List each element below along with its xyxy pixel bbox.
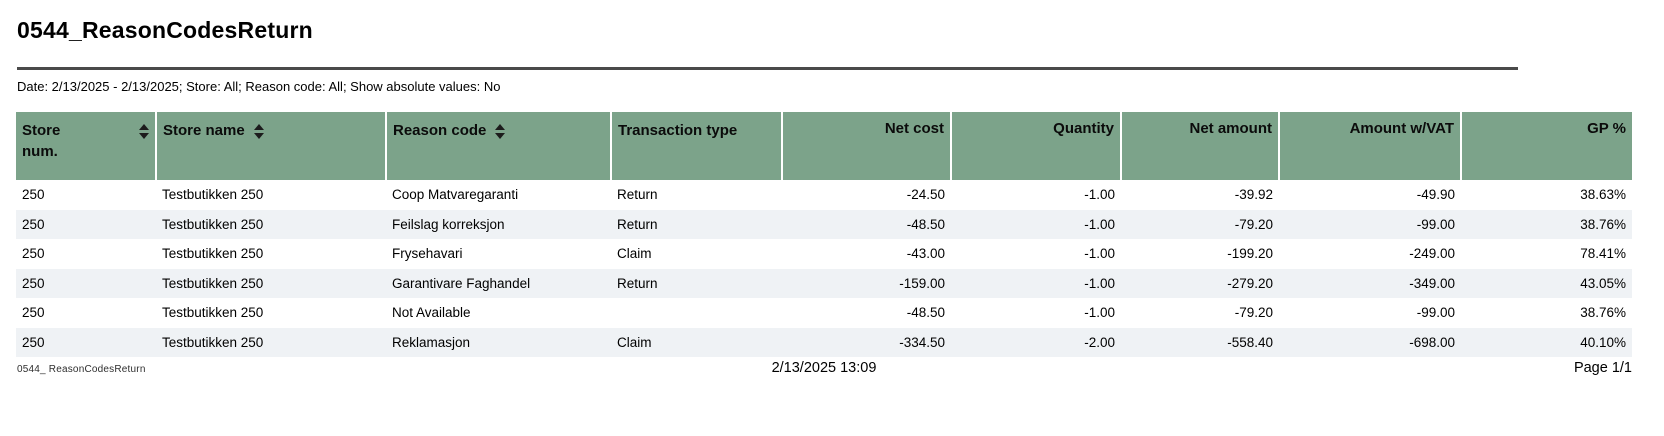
table-row: 250 Testbutikken 250 Frysehavari Claim -43.0… — [16, 239, 1632, 269]
column-label: Store name — [163, 122, 245, 139]
table-cell: -48.50 — [906, 216, 945, 232]
table-cell: 250 — [22, 246, 45, 261]
table-cell: -279.20 — [1227, 275, 1273, 291]
report-filters: Date: 2/13/2025 - 2/13/2025; Store: All;… — [17, 79, 501, 94]
table-cell: -199.20 — [1227, 246, 1273, 261]
table-cell: Not Available — [392, 305, 471, 320]
column-label: Net cost — [884, 120, 944, 137]
table-cell: Testbutikken 250 — [162, 187, 264, 202]
report-table: Store num. Store name Reason code — [16, 112, 1632, 357]
table-cell: -1.00 — [1084, 275, 1115, 291]
report-page: 0544_ReasonCodesReturn Date: 2/13/2025 -… — [0, 16, 1664, 436]
table-cell: -79.20 — [1234, 305, 1273, 320]
table-cell: 250 — [22, 275, 45, 291]
table-cell: -43.00 — [906, 246, 945, 261]
table-row: 250 Testbutikken 250 Garantivare Faghandel… — [16, 268, 1632, 298]
table-cell: -1.00 — [1084, 246, 1115, 261]
table-cell: 43.05% — [1580, 275, 1626, 291]
column-label: GP % — [1587, 120, 1626, 137]
page-title: 0544_ReasonCodesReturn — [17, 17, 313, 43]
column-label: Net amount — [1189, 120, 1273, 137]
column-header-net-cost: Net cost — [782, 112, 952, 180]
table-cell: 38.76% — [1580, 216, 1626, 232]
table-cell: Claim — [617, 246, 652, 261]
table-cell: -48.50 — [906, 305, 945, 320]
table-body: 250 Testbutikken 250 Coop Matvaregaranti Re… — [16, 180, 1632, 357]
table-cell: Return — [617, 187, 658, 202]
column-label: Transaction type — [618, 122, 738, 139]
table-cell: -49.90 — [1416, 187, 1455, 202]
column-header-quantity: Quantity — [951, 112, 1122, 180]
table-row: 250 Testbutikken 250 Coop Matvaregaranti Re… — [16, 180, 1632, 210]
sort-asc-desc-icon[interactable] — [253, 124, 264, 139]
table-cell: 250 — [22, 187, 45, 202]
column-header-net-amount: Net amount — [1121, 112, 1280, 180]
table-cell: -39.92 — [1234, 187, 1273, 202]
table-cell: 40.10% — [1580, 334, 1626, 350]
column-header-store-name[interactable]: Store name — [156, 112, 387, 180]
table-cell: Reklamasjon — [392, 334, 471, 350]
title-divider — [17, 67, 1518, 70]
table-cell: Claim — [617, 334, 652, 350]
table-cell: 250 — [22, 305, 45, 320]
table-row: 250 Testbutikken 250 Feilslag korreksjon Re… — [16, 209, 1632, 239]
table-cell: 38.76% — [1580, 305, 1626, 320]
table-cell: -334.50 — [899, 334, 945, 350]
column-header-amount-w-vat: Amount w/VAT — [1279, 112, 1462, 180]
table-cell: -1.00 — [1084, 187, 1115, 202]
table-cell — [611, 298, 782, 328]
table-header: Store num. Store name Reason code — [16, 112, 1632, 180]
table-cell: 38.63% — [1580, 187, 1626, 202]
table-cell: Frysehavari — [392, 246, 463, 261]
table-cell: -99.00 — [1416, 305, 1455, 320]
table-row: 250 Testbutikken 250 Reklamasjon Claim -334.… — [16, 327, 1632, 357]
table-cell: Return — [617, 275, 658, 291]
sort-asc-desc-icon[interactable] — [139, 124, 149, 139]
table-cell: -99.00 — [1416, 216, 1455, 232]
column-label: Amount w/VAT — [1349, 120, 1454, 137]
footer-timestamp: 2/13/2025 13:09 — [771, 360, 877, 376]
column-header-transaction-type: Transaction type — [611, 112, 783, 180]
column-header-gp-percent: GP % — [1461, 112, 1632, 180]
table-cell: Coop Matvaregaranti — [392, 187, 519, 202]
table-cell: Garantivare Faghandel — [392, 275, 531, 291]
footer-page-indicator: Page 1/1 — [1573, 360, 1632, 376]
table-cell: 250 — [22, 334, 45, 350]
table-cell: -79.20 — [1234, 216, 1273, 232]
table-cell: -24.50 — [906, 187, 945, 202]
table-cell: Testbutikken 250 — [162, 305, 264, 320]
column-label: Store num. — [22, 122, 61, 160]
table-cell: -159.00 — [899, 275, 945, 291]
column-header-store-num[interactable]: Store num. — [16, 112, 157, 180]
table-cell: -349.00 — [1409, 275, 1455, 291]
table-cell: -558.40 — [1227, 334, 1273, 350]
footer-report-name: 0544_ ReasonCodesReturn — [17, 364, 146, 375]
table-cell: Testbutikken 250 — [162, 334, 264, 350]
table-cell: Feilslag korreksjon — [392, 216, 505, 232]
table-cell: -1.00 — [1084, 305, 1115, 320]
table-cell: -249.00 — [1409, 246, 1455, 261]
table-cell: 78.41% — [1580, 246, 1626, 261]
table-cell: Testbutikken 250 — [162, 246, 264, 261]
column-label: Quantity — [1053, 120, 1114, 137]
table-cell: 250 — [22, 216, 45, 232]
table-row: 250 Testbutikken 250 Not Available -48.50 -1… — [16, 298, 1632, 328]
table-cell: Testbutikken 250 — [162, 275, 264, 291]
table-cell: -2.00 — [1084, 334, 1115, 350]
column-header-reason-code[interactable]: Reason code — [386, 112, 612, 180]
report-footer: 0544_ ReasonCodesReturn 2/13/2025 13:09 … — [16, 360, 1632, 380]
table-cell: -1.00 — [1084, 216, 1115, 232]
table-cell: Return — [617, 216, 658, 232]
sort-asc-desc-icon[interactable] — [495, 124, 506, 139]
table-cell: Testbutikken 250 — [162, 216, 264, 232]
column-label: Reason code — [393, 122, 487, 139]
table-cell: -698.00 — [1409, 334, 1455, 350]
